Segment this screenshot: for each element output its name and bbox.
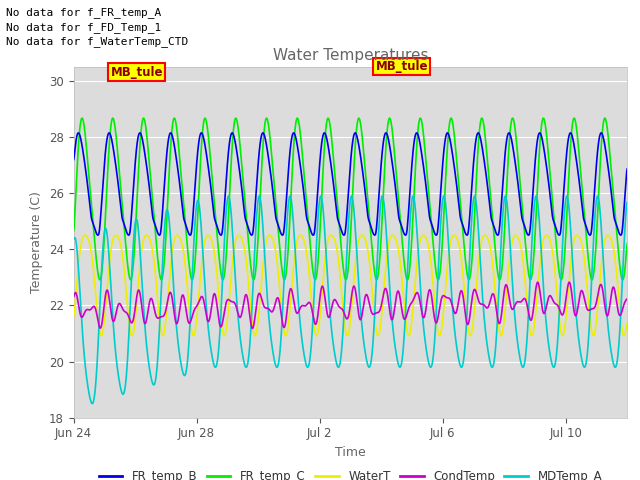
WaterT [70, 314, 77, 320]
Line: CondTemp: CondTemp [74, 282, 627, 328]
MDTemp_A [255, 193, 263, 199]
Line: FR_temp_C: FR_temp_C [74, 118, 627, 280]
MDTemp_A [166, 225, 173, 230]
WaterT [282, 333, 290, 338]
WaterT [613, 271, 621, 277]
FR_temp_B [166, 131, 173, 137]
MDTemp_A [307, 353, 314, 359]
WaterT [133, 300, 141, 305]
Line: MDTemp_A: MDTemp_A [74, 196, 627, 404]
FR_temp_C [447, 115, 455, 121]
FR_temp_C [188, 277, 196, 283]
Y-axis label: Temperature (C): Temperature (C) [30, 192, 44, 293]
FR_temp_C [306, 240, 314, 246]
CondTemp [70, 294, 77, 300]
Line: FR_temp_B: FR_temp_B [74, 133, 627, 235]
WaterT [166, 274, 173, 280]
WaterT [623, 321, 631, 326]
Legend: FR_temp_B, FR_temp_C, WaterT, CondTemp, MDTemp_A: FR_temp_B, FR_temp_C, WaterT, CondTemp, … [94, 466, 607, 480]
FR_temp_B [553, 229, 561, 235]
FR_temp_B [133, 142, 141, 148]
FR_temp_B [228, 130, 236, 136]
MDTemp_A [613, 361, 621, 367]
FR_temp_C [166, 161, 173, 167]
FR_temp_B [94, 232, 102, 238]
CondTemp [166, 290, 173, 296]
MDTemp_A [553, 346, 561, 351]
FR_temp_B [307, 227, 314, 232]
FR_temp_B [70, 157, 77, 163]
CondTemp [282, 316, 290, 322]
FR_temp_C [623, 241, 631, 247]
WaterT [313, 333, 321, 338]
FR_temp_C [70, 228, 77, 234]
WaterT [553, 290, 561, 296]
MDTemp_A [70, 237, 77, 242]
FR_temp_C [133, 203, 141, 209]
FR_temp_B [282, 199, 290, 204]
X-axis label: Time: Time [335, 446, 366, 459]
FR_temp_C [613, 229, 621, 235]
Text: No data for f_FR_temp_A: No data for f_FR_temp_A [6, 7, 162, 18]
CondTemp [553, 302, 561, 308]
MDTemp_A [282, 232, 290, 238]
CondTemp [133, 294, 141, 300]
MDTemp_A [133, 217, 141, 223]
FR_temp_B [613, 223, 621, 228]
CondTemp [623, 296, 631, 302]
Line: WaterT: WaterT [74, 235, 627, 336]
CondTemp [613, 300, 621, 305]
CondTemp [306, 300, 314, 306]
CondTemp [565, 279, 573, 285]
Title: Water Temperatures: Water Temperatures [273, 48, 428, 63]
FR_temp_B [623, 166, 631, 172]
WaterT [604, 232, 612, 238]
Text: MB_tule: MB_tule [111, 66, 163, 79]
WaterT [306, 279, 314, 285]
MDTemp_A [623, 199, 631, 205]
FR_temp_C [282, 271, 290, 276]
Text: MB_tule: MB_tule [376, 60, 428, 73]
FR_temp_C [553, 251, 561, 256]
CondTemp [248, 325, 256, 331]
Text: No data for f_FD_Temp_1: No data for f_FD_Temp_1 [6, 22, 162, 33]
Text: No data for f_WaterTemp_CTD: No data for f_WaterTemp_CTD [6, 36, 189, 47]
MDTemp_A [88, 401, 96, 407]
